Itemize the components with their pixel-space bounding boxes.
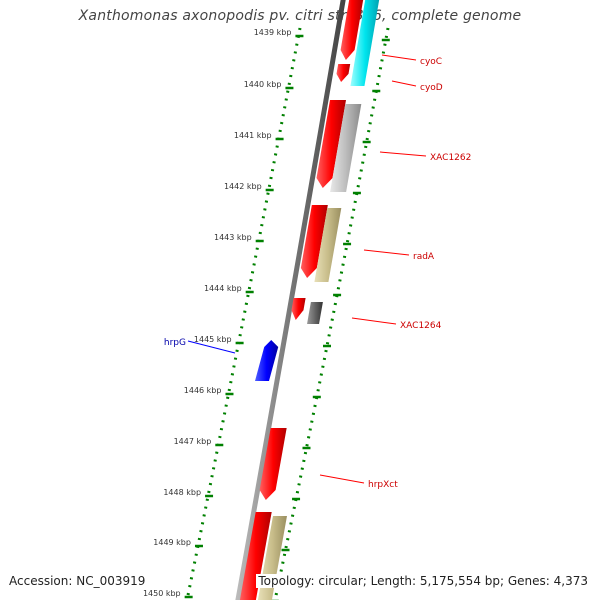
backbone-layer [235, 0, 346, 600]
gene-rada-arrow [300, 205, 328, 278]
cds-xac1262-block [330, 104, 362, 192]
gene-hrpxct-arrow [259, 428, 287, 500]
ruler-tick-label: 1442 kbp [224, 182, 262, 191]
gene-label-xac1264[interactable]: XAC1264 [400, 321, 442, 331]
gene-xac1262-arrow [316, 100, 347, 188]
gene-hrpg-arrow [254, 340, 279, 381]
ruler-tick-label: 1439 kbp [254, 28, 292, 37]
gene-label-cyod[interactable]: cyoD [420, 83, 443, 93]
gene-next-arrow [239, 512, 272, 600]
genome-summary-text: Topology: circular; Length: 5,175,554 bp… [256, 574, 590, 588]
ruler-tick-label: 1450 kbp [143, 589, 181, 598]
gene-label-cyoc[interactable]: cyoC [420, 57, 442, 67]
ruler-tick-label: 1443 kbp [214, 233, 252, 242]
label-leader-xac1262 [379, 151, 427, 157]
label-leader-xac1264 [351, 317, 397, 325]
accession-text: Accession: NC_003919 [9, 574, 146, 588]
gene-label-xac1262[interactable]: XAC1262 [430, 153, 471, 163]
ruler-tick-label: 1441 kbp [234, 131, 272, 140]
cds-xac1264-block [307, 302, 323, 324]
cds-cyo-block [350, 0, 380, 86]
ruler-tick-label: 1440 kbp [244, 80, 282, 89]
ruler-tick-label: 1444 kbp [204, 284, 242, 293]
gene-cyoB-arrow [340, 0, 364, 60]
gene-label-hrpg[interactable]: hrpG [164, 338, 186, 348]
gene-label-rada[interactable]: radA [413, 252, 435, 262]
label-leader-cyoc [381, 54, 417, 61]
ruler-tick-label: 1446 kbp [184, 386, 222, 395]
ruler-tick-label: 1445 kbp [194, 335, 232, 344]
label-leader-hrpg [187, 340, 236, 354]
map-title: Xanthomonas axonopodis pv. citri str. 30… [78, 8, 522, 24]
label-leader-hrpxct [319, 474, 365, 484]
label-leader-rada [363, 249, 410, 256]
ruler-dots-outer [273, 27, 390, 600]
genome-backbone [235, 0, 346, 600]
label-layer: cyoC cyoD XAC1262 radA XAC1264 hrpG hrpXct [164, 54, 471, 490]
ruler-tick-label: 1449 kbp [153, 538, 191, 547]
ruler-dots-inner [185, 27, 302, 600]
gene-label-hrpxct[interactable]: hrpXct [368, 480, 398, 490]
feature-layer [239, 0, 380, 600]
cds-rada-block [314, 208, 342, 282]
gene-cyoD-arrow [336, 64, 351, 82]
ruler-tick-label: 1447 kbp [174, 437, 212, 446]
label-leader-cyod [391, 80, 417, 87]
ruler-tick-label: 1448 kbp [163, 488, 201, 497]
gene-xac1264-arrow [291, 298, 306, 320]
ruler-dots-layer: 1439 kbp 1440 kbp 1441 kbp 1442 kbp 1443 kbp… [143, 27, 390, 600]
